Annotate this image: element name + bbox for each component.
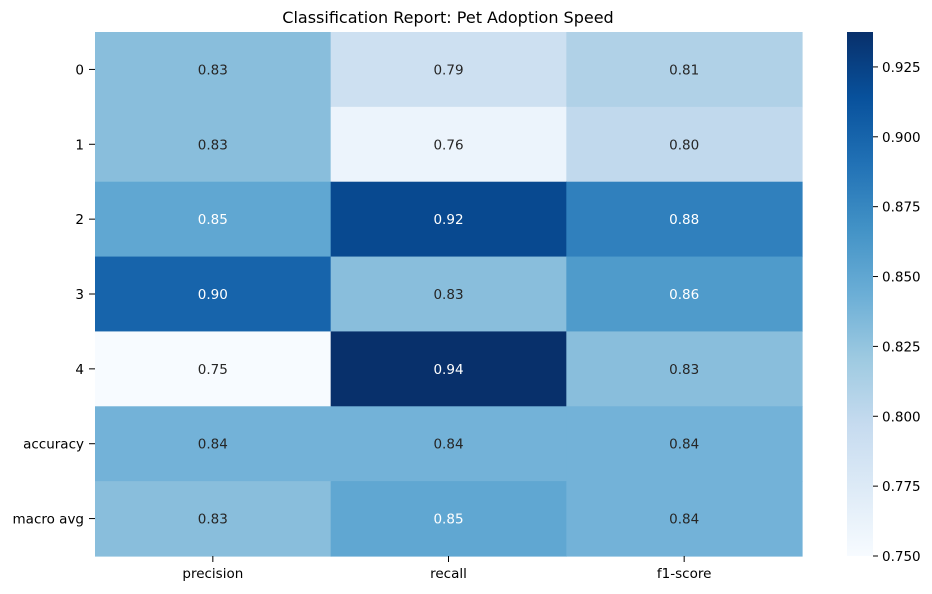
x-tick-label: precision (182, 566, 243, 582)
colorbar-tick-label: 0.800 (882, 409, 921, 425)
cell-annotation: 0.86 (669, 287, 699, 303)
y-tick-label: 4 (75, 362, 84, 378)
cell-annotation: 0.84 (433, 437, 463, 453)
heatmap-cell (566, 32, 803, 108)
heatmap-cell (566, 106, 803, 183)
chart-title: Classification Report: Pet Adoption Spee… (282, 8, 613, 27)
heatmap-cell (330, 481, 567, 557)
x-tick-label: f1-score (657, 566, 712, 582)
colorbar-tick-label: 0.775 (882, 479, 921, 495)
y-axis: 0 1 2 3 4 accuracy macro avg (13, 62, 95, 528)
heatmap-cell (95, 32, 332, 108)
heatmap-cell (330, 406, 567, 482)
cell-annotation: 0.83 (198, 62, 228, 78)
cell-annotation: 0.83 (198, 512, 228, 528)
heatmap-cell (95, 331, 332, 407)
heatmap-cell (330, 32, 567, 108)
x-tick-label: recall (430, 566, 467, 582)
heatmap-cells (95, 32, 803, 557)
heatmap-cell (566, 256, 803, 333)
cell-annotation: 0.84 (198, 437, 228, 453)
cell-annotation: 0.79 (433, 62, 463, 78)
cell-annotation: 0.80 (669, 137, 699, 153)
cell-annotation: 0.83 (433, 287, 463, 303)
cell-annotation: 0.85 (198, 212, 228, 228)
colorbar-tick-label: 0.875 (882, 200, 921, 216)
heatmap-cell (95, 256, 332, 333)
heatmap-cell (330, 106, 567, 183)
heatmap-cell (330, 181, 567, 258)
heatmap-cell (330, 331, 567, 407)
colorbar-tick-label: 0.750 (882, 549, 921, 565)
heatmap-cell (95, 406, 332, 482)
cell-annotation: 0.92 (433, 212, 463, 228)
cell-annotation: 0.83 (198, 137, 228, 153)
colorbar: 0.750 0.775 0.800 0.825 0.850 0.875 0.900 0.925 (847, 32, 921, 565)
heatmap-cell (566, 481, 803, 557)
cell-annotation: 0.83 (669, 362, 699, 378)
colorbar-tick-label: 0.900 (882, 130, 921, 146)
y-tick-label: 0 (75, 62, 84, 78)
cell-annotation: 0.85 (433, 512, 463, 528)
y-tick-label: 1 (75, 137, 84, 153)
y-tick-label: accuracy (23, 437, 84, 453)
cell-annotations: 0.83 0.79 0.81 0.83 0.76 0.80 0.85 0.92 0.88 0.90… (198, 62, 699, 527)
y-tick-label: macro avg (13, 512, 84, 528)
colorbar-tick-label: 0.850 (882, 270, 921, 286)
heatmap-cell (95, 481, 332, 557)
colorbar-tick-label: 0.925 (882, 60, 921, 76)
colorbar-tick-label: 0.825 (882, 339, 921, 355)
cell-annotation: 0.88 (669, 212, 699, 228)
heatmap-cell (330, 256, 567, 333)
cell-annotation: 0.76 (433, 137, 463, 153)
heatmap-cell (95, 106, 332, 183)
cell-annotation: 0.94 (433, 362, 463, 378)
cell-annotation: 0.81 (669, 62, 699, 78)
heatmap-cell (566, 331, 803, 407)
y-tick-label: 2 (75, 212, 84, 228)
cell-annotation: 0.84 (669, 512, 699, 528)
cell-annotation: 0.84 (669, 437, 699, 453)
heatmap-cell (95, 181, 332, 258)
heatmap-cell (566, 181, 803, 258)
heatmap-cell (566, 406, 803, 482)
cell-annotation: 0.75 (198, 362, 228, 378)
y-tick-label: 3 (75, 287, 84, 303)
x-axis: precision recall f1-score (182, 556, 711, 582)
cell-annotation: 0.90 (198, 287, 228, 303)
colorbar-gradient (847, 32, 873, 556)
